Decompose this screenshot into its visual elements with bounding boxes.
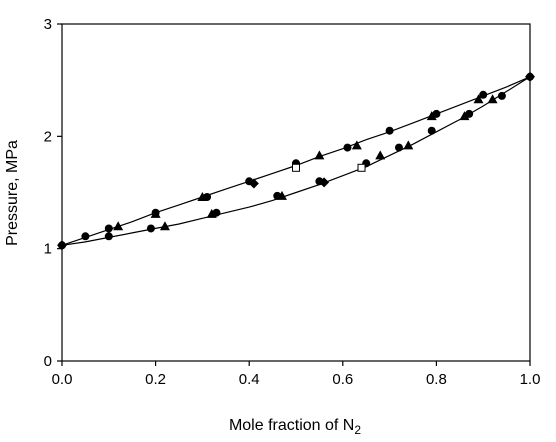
y-axis-title: Pressure, MPa — [4, 140, 21, 246]
data-point-circle — [427, 126, 436, 135]
x-axis-title: Mole fraction of N2 — [229, 417, 361, 437]
y-tick-label: 2 — [44, 128, 52, 145]
data-point-circle — [104, 232, 113, 241]
data-point-circle — [394, 143, 403, 152]
data-point-triangle — [375, 150, 386, 160]
data-point-circle — [81, 232, 90, 241]
data-point-triangle — [403, 140, 414, 150]
bubble-curve-line — [61, 76, 531, 246]
data-point-square-open — [357, 163, 366, 172]
data-point-circle — [479, 90, 488, 99]
data-point-triangle — [314, 150, 325, 160]
data-point-triangle — [159, 221, 170, 231]
data-point-circle — [432, 109, 441, 118]
x-tick-label: 0.0 — [52, 371, 73, 388]
data-point-circle — [104, 224, 113, 233]
data-point-triangle — [459, 111, 470, 121]
data-point-circle — [465, 109, 474, 118]
x-tick-label: 0.8 — [426, 371, 447, 388]
x-tick-label: 1.0 — [520, 371, 541, 388]
x-tick-label: 0.6 — [332, 371, 353, 388]
data-point-diamond — [248, 178, 259, 189]
data-point-triangle — [150, 208, 161, 218]
data-point-triangle — [473, 94, 484, 104]
data-point-square-open — [292, 163, 300, 172]
data-point-circle — [146, 224, 155, 233]
data-point-diamond — [525, 71, 535, 82]
data-point-triangle — [487, 94, 498, 104]
data-point-triangle — [197, 191, 208, 201]
x-axis: 0.0 0.2 0.4 0.6 0.8 1.0 — [52, 361, 541, 388]
y-tick-label: 3 — [44, 16, 52, 33]
data-point-triangle — [351, 140, 362, 150]
plot-frame — [61, 23, 531, 362]
data-point-triangle — [113, 221, 124, 231]
data-point-triangle — [206, 208, 217, 218]
data-point-diamond — [319, 177, 330, 188]
plot-area — [57, 23, 535, 362]
data-point-circle — [497, 91, 506, 100]
y-axis: 0 1 2 3 — [44, 16, 62, 370]
y-tick-label: 0 — [44, 353, 52, 370]
data-point-triangle — [426, 111, 437, 121]
data-point-diamond — [57, 240, 67, 251]
x-tick-label: 0.2 — [145, 371, 166, 388]
data-point-circle — [385, 126, 394, 135]
data-point-triangle — [276, 190, 287, 200]
x-tick-label: 0.4 — [239, 371, 260, 388]
y-tick-label: 1 — [44, 241, 52, 258]
data-point-circle — [343, 143, 352, 152]
